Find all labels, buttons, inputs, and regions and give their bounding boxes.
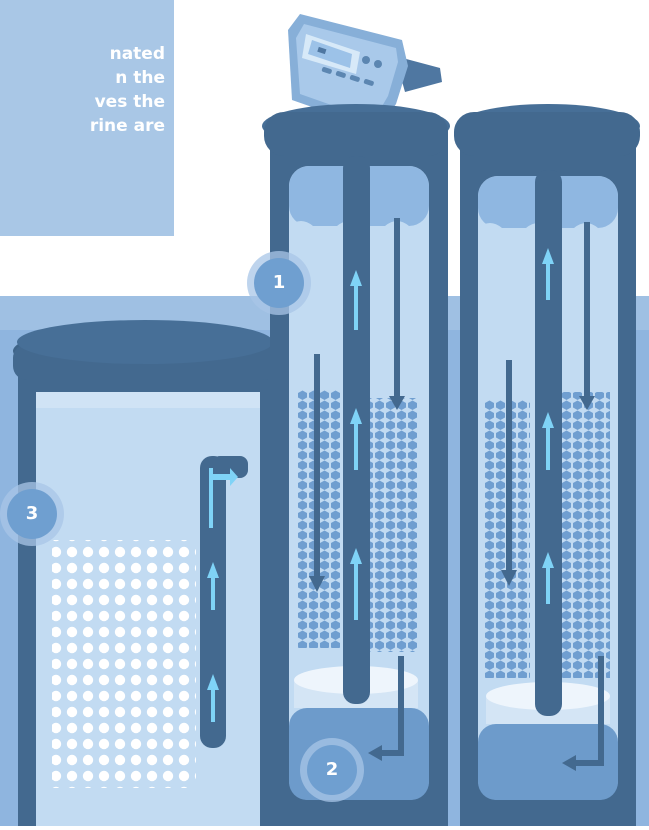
resin-tank-1 bbox=[262, 14, 450, 826]
arrow-icon bbox=[309, 218, 405, 761]
caption-text: nated n the ves the rine are bbox=[0, 42, 165, 138]
caption-line: rine are bbox=[89, 116, 165, 136]
caption-line: n the bbox=[115, 68, 165, 88]
step-badge-3: 3 bbox=[7, 489, 57, 539]
caption-line: ves the bbox=[94, 92, 165, 112]
salt-pellets bbox=[52, 540, 196, 788]
arrow-icon bbox=[542, 248, 554, 604]
arrow-icon bbox=[207, 468, 238, 722]
brine-tank bbox=[13, 320, 280, 826]
caption-line: nated bbox=[109, 44, 165, 64]
arrow-icon bbox=[501, 222, 604, 771]
control-head-icon bbox=[288, 14, 442, 130]
caption-box: nated n the ves the rine are bbox=[0, 0, 174, 236]
resin-bed-right bbox=[562, 392, 610, 678]
step-badge-2: 2 bbox=[307, 745, 357, 795]
step-badge-1: 1 bbox=[254, 258, 304, 308]
resin-bed-right bbox=[370, 398, 418, 652]
resin-tank-2 bbox=[454, 104, 640, 826]
arrow-icon bbox=[350, 270, 362, 620]
